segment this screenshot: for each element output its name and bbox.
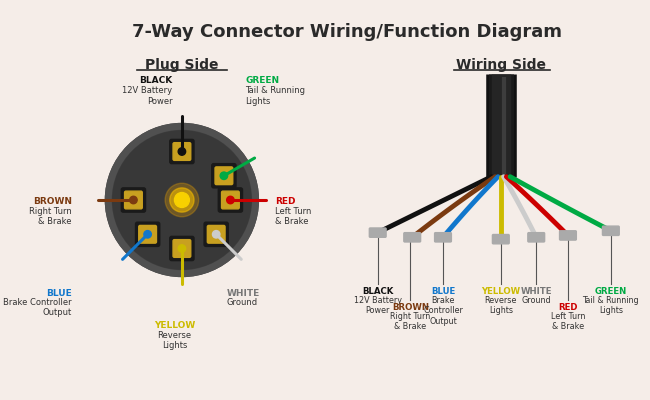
FancyBboxPatch shape [173, 240, 190, 257]
Circle shape [220, 172, 228, 180]
Text: Reverse
Lights: Reverse Lights [157, 330, 192, 350]
Circle shape [113, 131, 251, 269]
Circle shape [178, 148, 186, 155]
Text: BROWN: BROWN [392, 302, 429, 312]
FancyBboxPatch shape [173, 143, 190, 160]
FancyBboxPatch shape [170, 236, 194, 261]
Text: Tail & Running
Lights: Tail & Running Lights [582, 296, 639, 316]
Text: 12V Battery
Power: 12V Battery Power [354, 296, 402, 316]
FancyBboxPatch shape [560, 231, 577, 240]
Text: BLUE: BLUE [46, 288, 72, 298]
Text: GREEN: GREEN [595, 287, 627, 296]
FancyBboxPatch shape [435, 233, 451, 242]
FancyBboxPatch shape [218, 188, 242, 212]
Text: 12V Battery
Power: 12V Battery Power [122, 86, 173, 106]
Text: RED: RED [558, 302, 578, 312]
Text: Brake Controller
Output: Brake Controller Output [3, 298, 72, 317]
FancyBboxPatch shape [122, 188, 146, 212]
Circle shape [130, 196, 137, 204]
FancyBboxPatch shape [528, 233, 545, 242]
FancyBboxPatch shape [369, 228, 386, 237]
FancyBboxPatch shape [138, 226, 157, 243]
Text: WHITE: WHITE [521, 287, 552, 296]
Text: Brake
Controller
Output: Brake Controller Output [423, 296, 463, 326]
Circle shape [144, 230, 151, 238]
Circle shape [213, 230, 220, 238]
Text: RED: RED [275, 197, 296, 206]
Text: Ground: Ground [521, 296, 551, 305]
Circle shape [105, 124, 258, 276]
FancyBboxPatch shape [204, 222, 228, 246]
FancyBboxPatch shape [603, 226, 619, 236]
Text: Reverse
Lights: Reverse Lights [485, 296, 517, 316]
FancyBboxPatch shape [493, 234, 509, 244]
Text: Plug Side: Plug Side [145, 58, 218, 72]
FancyBboxPatch shape [212, 164, 236, 188]
Text: BROWN: BROWN [33, 197, 72, 206]
Circle shape [165, 183, 199, 217]
Text: Left Turn
& Brake: Left Turn & Brake [551, 312, 585, 331]
FancyBboxPatch shape [170, 139, 194, 164]
Text: YELLOW: YELLOW [154, 321, 195, 330]
Text: Wiring Side: Wiring Side [456, 58, 546, 72]
Text: YELLOW: YELLOW [481, 287, 521, 296]
FancyBboxPatch shape [404, 233, 421, 242]
Text: Tail & Running
Lights: Tail & Running Lights [245, 86, 306, 106]
Text: GREEN: GREEN [245, 76, 280, 85]
Text: BLACK: BLACK [362, 287, 393, 296]
Circle shape [170, 188, 194, 212]
Circle shape [227, 196, 234, 204]
FancyBboxPatch shape [207, 226, 225, 243]
FancyBboxPatch shape [135, 222, 160, 246]
Text: Ground: Ground [227, 298, 258, 307]
Text: WHITE: WHITE [227, 288, 260, 298]
Circle shape [178, 245, 186, 252]
Text: Right Turn
& Brake: Right Turn & Brake [390, 312, 430, 331]
Text: BLUE: BLUE [431, 287, 455, 296]
Text: BLACK: BLACK [139, 76, 173, 85]
FancyBboxPatch shape [222, 191, 239, 209]
Text: Left Turn
& Brake: Left Turn & Brake [275, 206, 311, 226]
Text: Right Turn
& Brake: Right Turn & Brake [29, 206, 72, 226]
FancyBboxPatch shape [125, 191, 142, 209]
Text: 7-Way Connector Wiring/Function Diagram: 7-Way Connector Wiring/Function Diagram [132, 23, 562, 41]
FancyBboxPatch shape [215, 167, 233, 185]
Circle shape [174, 192, 189, 208]
